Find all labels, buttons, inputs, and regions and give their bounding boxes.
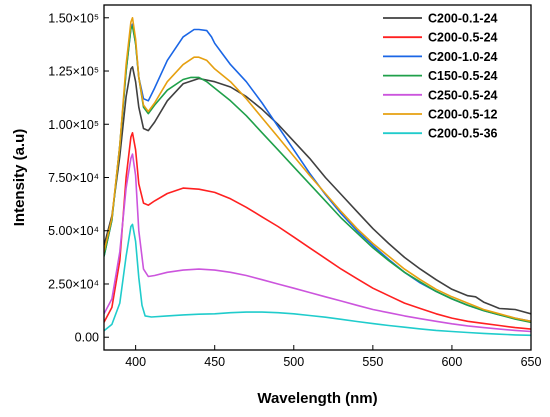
- x-tick-label: 550: [362, 355, 383, 369]
- x-tick-label: 450: [204, 355, 225, 369]
- y-axis-title: Intensity (a.u): [11, 129, 28, 227]
- x-tick-label: 400: [125, 355, 146, 369]
- legend-label: C200-1.0-24: [428, 50, 498, 64]
- y-tick-label: 0.00: [75, 331, 99, 345]
- legend-label: C200-0.5-36: [428, 127, 498, 141]
- x-axis-title: Wavelength (nm): [257, 390, 377, 407]
- legend-label: C250-0.5-24: [428, 88, 498, 102]
- y-tick-label: 7.50×10⁴: [48, 171, 99, 185]
- y-tick-label: 5.00×10⁴: [48, 224, 99, 238]
- plot-lines: [104, 17, 531, 337]
- legend-label: C200-0.1-24: [428, 12, 498, 26]
- y-tick-label: 1.50×10⁵: [48, 11, 99, 25]
- series-line-2: [104, 132, 531, 330]
- series-line-7: [104, 223, 531, 337]
- y-tick-label: 1.00×10⁵: [48, 118, 99, 132]
- legend: C200-0.1-24 C200-0.5-24 C200-1.0-24 C150-0.…: [383, 12, 498, 141]
- y-axis: 0.00 2.50×10⁴ 5.00×10⁴ 7.50×10⁴ 1.00×10⁵ 1.25…: [48, 11, 109, 345]
- x-tick-label: 650: [521, 355, 542, 369]
- series-line-1: [104, 66, 531, 315]
- legend-label: C200-0.5-12: [428, 108, 498, 122]
- y-tick-label: 1.25×10⁵: [48, 65, 99, 79]
- x-tick-label: 600: [441, 355, 462, 369]
- legend-label: C200-0.5-24: [428, 31, 498, 45]
- legend-label: C150-0.5-24: [428, 69, 498, 83]
- series-line-6: [104, 17, 531, 323]
- y-tick-label: 2.50×10⁴: [48, 277, 99, 291]
- series-line-5: [104, 153, 531, 333]
- x-axis: 400 450 500 550 600 650: [125, 345, 541, 369]
- x-tick-label: 500: [283, 355, 304, 369]
